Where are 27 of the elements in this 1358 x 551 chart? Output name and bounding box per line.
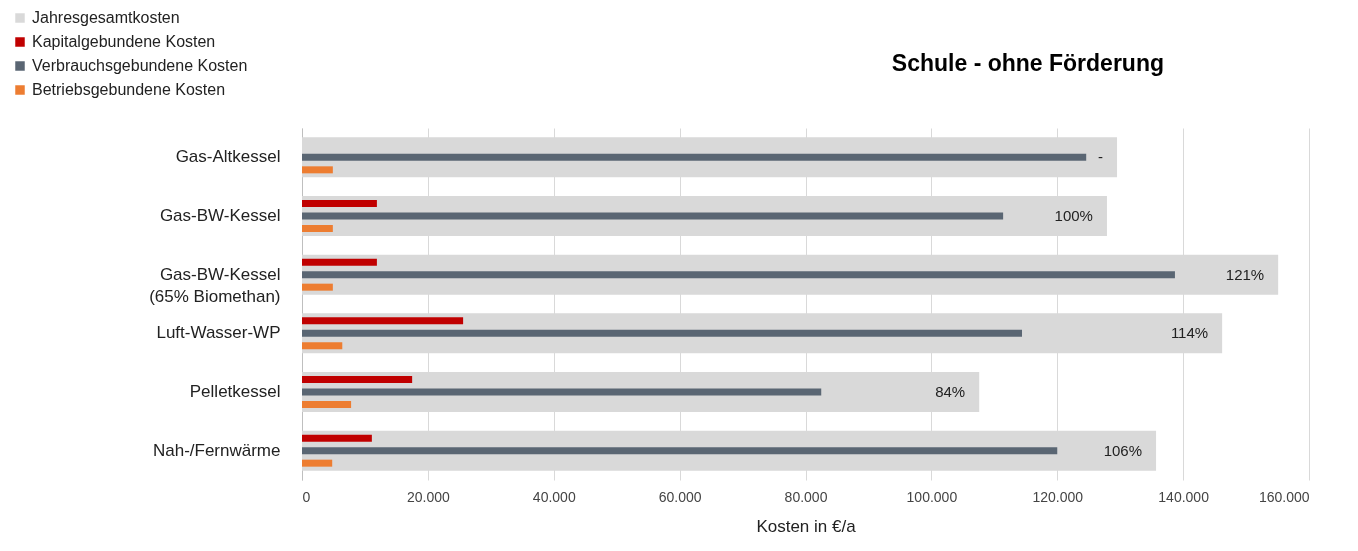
x-tick-label: 0 bbox=[302, 488, 311, 505]
x-tick-label: 160.000 bbox=[1258, 488, 1310, 505]
y-tick-label: Gas-BW-Kessel bbox=[159, 206, 281, 225]
legend-label: Verbrauchsgebundene Kosten bbox=[32, 57, 248, 74]
annotation: 84% bbox=[935, 383, 966, 400]
x-tick-label: 20.000 bbox=[406, 488, 450, 505]
x-axis-title: Kosten in €/a bbox=[756, 516, 857, 536]
annotation: 106% bbox=[1103, 441, 1143, 459]
y-tick-label: Gas-BW-Kessel (65% Biomethan) bbox=[149, 264, 281, 306]
legend-label: Kapitalgebundene Kosten bbox=[32, 33, 216, 50]
y-tick-label: Gas-Altkessel bbox=[175, 147, 281, 167]
annotation: 121% bbox=[1225, 265, 1265, 283]
y-tick-label: Luft-Wasser-WP bbox=[156, 323, 281, 343]
x-tick-label: 140.000 bbox=[1158, 488, 1210, 505]
legend-label: Betriebsgebundene Kosten bbox=[32, 81, 226, 98]
annotation: 114% bbox=[1170, 324, 1209, 342]
x-tick-label: 120.000 bbox=[1032, 488, 1084, 505]
x-tick-label: 80.000 bbox=[784, 488, 828, 505]
y-tick-label: Pelletkessel bbox=[189, 382, 281, 401]
y-tick-label: Nah-/Fernwärme bbox=[152, 440, 281, 460]
x-tick-label: 40.000 bbox=[532, 488, 576, 505]
chart-title: Schule - ohne Förderung bbox=[891, 50, 1164, 76]
x-tick-label: 100.000 bbox=[906, 488, 958, 505]
legend-label: Jahresgesamtkosten bbox=[32, 9, 180, 26]
annotation: - bbox=[1098, 148, 1104, 166]
x-tick-label: 60.000 bbox=[658, 488, 702, 505]
annotation: 100% bbox=[1054, 207, 1093, 224]
